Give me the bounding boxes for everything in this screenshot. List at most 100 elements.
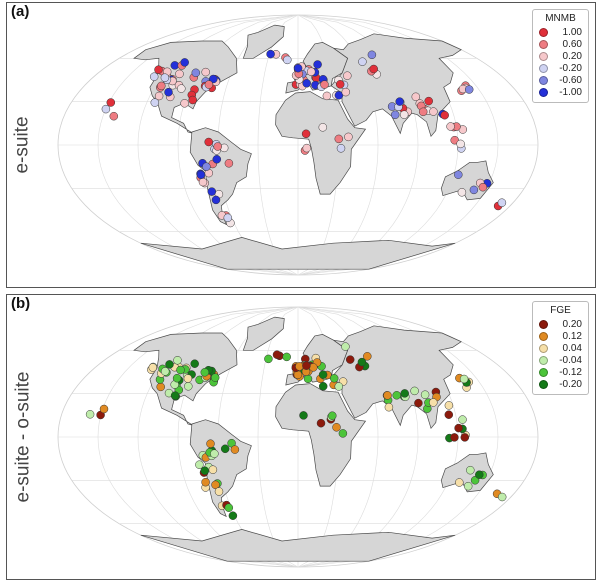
legend-entry: 1.00 xyxy=(539,26,582,38)
graticule-meridian xyxy=(257,306,299,568)
legend-entry: -1.00 xyxy=(539,86,582,98)
station-marker xyxy=(338,429,348,438)
station-marker xyxy=(201,67,210,77)
station-marker xyxy=(150,98,160,107)
station-marker xyxy=(198,177,208,187)
legend-label: 0.04 xyxy=(562,342,582,354)
station-marker xyxy=(200,466,210,475)
legend-swatch xyxy=(539,331,548,341)
legend-swatch xyxy=(539,51,548,61)
station-marker xyxy=(357,357,367,367)
station-marker xyxy=(200,368,210,377)
station-marker xyxy=(316,418,326,428)
station-marker xyxy=(444,401,454,410)
legend-label: -0.04 xyxy=(559,354,582,366)
station-marker xyxy=(204,80,214,89)
station-marker xyxy=(383,391,392,400)
legend-entry: 0.60 xyxy=(539,38,582,50)
station-marker xyxy=(455,478,464,487)
station-marker xyxy=(206,439,215,448)
station-marker xyxy=(418,107,428,117)
station-marker xyxy=(207,187,217,196)
station-marker xyxy=(149,72,159,81)
station-marker xyxy=(85,410,95,419)
station-marker xyxy=(459,374,469,384)
station-marker xyxy=(336,144,346,153)
legend-swatch xyxy=(539,75,548,85)
station-marker xyxy=(211,195,221,205)
station-marker xyxy=(464,85,474,94)
station-marker xyxy=(272,350,282,359)
station-marker xyxy=(306,67,316,76)
station-marker xyxy=(390,110,400,120)
station-marker xyxy=(106,98,116,107)
station-marker xyxy=(345,355,355,364)
station-marker xyxy=(165,360,174,369)
panel-label-a: (a) xyxy=(11,3,30,20)
station-marker xyxy=(313,60,322,69)
continent-antarctica xyxy=(140,529,456,562)
station-marker xyxy=(154,65,163,74)
station-marker xyxy=(322,91,332,101)
station-marker xyxy=(201,477,210,487)
station-marker xyxy=(295,362,304,371)
station-marker xyxy=(399,110,409,119)
legend-title-b: FGE xyxy=(550,305,571,316)
legend-b: FGE 0.20 0.12 0.04 -0.04 -0.12 -0.20 xyxy=(532,301,589,395)
station-marker xyxy=(180,58,189,67)
legend-swatch xyxy=(539,63,548,73)
station-marker xyxy=(154,91,164,101)
station-marker xyxy=(429,107,438,116)
station-marker xyxy=(282,352,291,362)
station-marker xyxy=(109,111,119,121)
station-marker xyxy=(456,139,465,149)
station-marker xyxy=(283,55,292,65)
legend-entry: -0.60 xyxy=(539,74,582,86)
station-marker xyxy=(328,411,337,420)
station-marker xyxy=(334,134,344,144)
station-marker xyxy=(160,367,170,376)
station-marker xyxy=(220,444,230,454)
graticule-meridian xyxy=(257,14,299,276)
station-marker xyxy=(302,361,311,370)
station-marker xyxy=(210,373,220,382)
station-marker xyxy=(172,373,182,383)
station-marker xyxy=(332,423,341,432)
station-marker xyxy=(224,159,234,168)
legend-entry: 0.20 xyxy=(539,50,582,62)
station-marker xyxy=(411,92,421,102)
station-marker xyxy=(475,470,484,479)
station-marker xyxy=(99,404,109,414)
legend-swatch xyxy=(539,355,548,365)
station-marker xyxy=(301,129,311,139)
station-marker xyxy=(208,465,218,474)
legend-label: 0.12 xyxy=(562,330,582,342)
legend-entry: -0.04 xyxy=(539,354,582,366)
station-marker xyxy=(424,96,433,106)
legend-swatch xyxy=(539,379,548,389)
legend-swatch xyxy=(539,39,548,49)
world-map-b xyxy=(57,306,539,568)
continent-greenland xyxy=(242,316,285,351)
graticule-meridian xyxy=(297,306,499,568)
station-marker xyxy=(466,465,475,475)
station-marker xyxy=(101,104,111,114)
station-marker xyxy=(148,363,158,372)
side-label-a: e-suite xyxy=(12,116,33,174)
panel-b: e-suite - o-suite (b) FGE 0.20 0.12 0.04… xyxy=(6,294,596,580)
station-marker xyxy=(190,359,199,368)
station-marker xyxy=(420,390,430,399)
panel-a: e-suite (a) MNMB 1.00 0.60 0.20 -0.20 -0… xyxy=(6,2,596,288)
legend-label: -0.20 xyxy=(559,62,582,74)
world-map-a xyxy=(57,14,539,276)
station-marker xyxy=(211,480,220,490)
station-marker xyxy=(384,402,394,412)
station-marker xyxy=(224,503,234,512)
legend-swatch xyxy=(539,87,548,97)
landmasses xyxy=(133,316,494,562)
station-marker xyxy=(334,382,344,391)
station-marker xyxy=(183,374,193,383)
station-marker xyxy=(320,80,329,89)
station-marker xyxy=(214,487,224,496)
station-marker xyxy=(177,84,186,93)
